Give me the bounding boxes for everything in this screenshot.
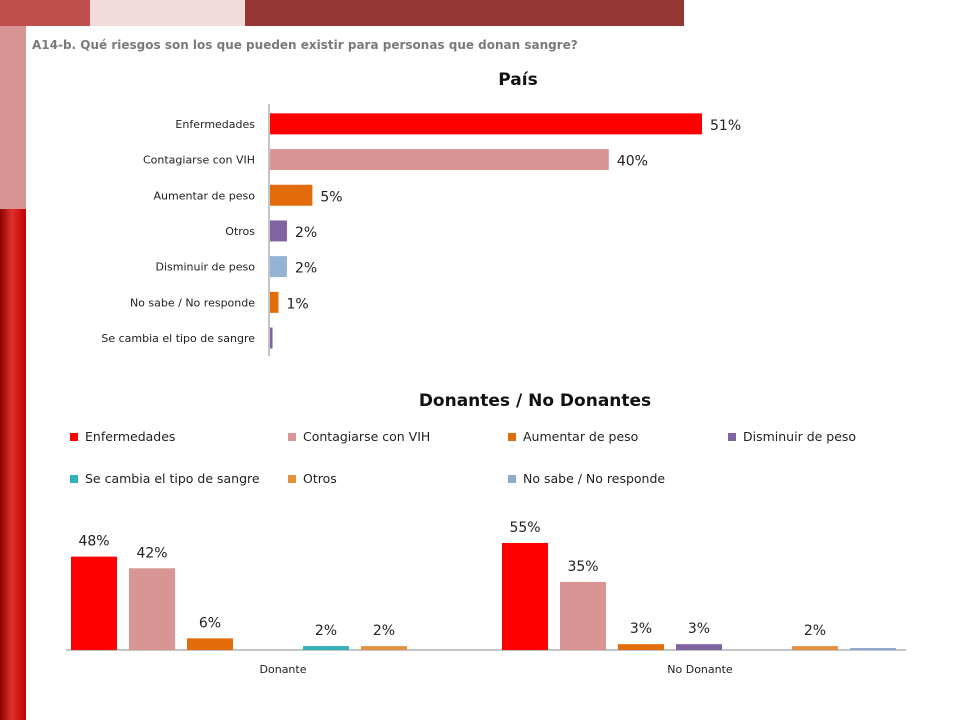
category-label: No sabe / No responde	[130, 296, 255, 309]
bar	[618, 644, 664, 650]
donantes-column-chart: Donantes / No Donantes Enfermedades Conta…	[66, 391, 906, 676]
bar	[792, 646, 838, 650]
data-label: 5%	[320, 189, 342, 205]
legend-label: Enfermedades	[85, 429, 175, 444]
data-label: 2%	[295, 225, 317, 241]
question-text: A14-b. Qué riesgos son los que pueden ex…	[32, 38, 578, 52]
bar	[676, 644, 722, 650]
legend-swatch	[508, 475, 516, 483]
bar	[270, 113, 702, 135]
data-label: 1%	[286, 296, 308, 312]
legend-label: Aumentar de peso	[523, 429, 638, 444]
bar	[270, 256, 287, 278]
bar	[270, 184, 313, 206]
data-label: 2%	[295, 261, 317, 277]
data-label: 55%	[509, 520, 540, 536]
bar	[270, 327, 273, 349]
legend-swatch	[288, 433, 296, 441]
data-label: 40%	[617, 154, 648, 170]
data-label: 51%	[710, 118, 741, 134]
bar	[270, 220, 287, 242]
legend-label: Contagiarse con VIH	[303, 429, 430, 444]
category-label: Donante	[260, 663, 307, 676]
bar	[361, 646, 407, 650]
legend-swatch	[70, 475, 78, 483]
legend-swatch	[508, 433, 516, 441]
bar	[187, 638, 233, 650]
bar	[270, 291, 279, 313]
bar	[129, 568, 175, 650]
data-label: 3%	[630, 621, 652, 637]
data-label: 2%	[315, 623, 337, 639]
chart-title: País	[498, 70, 537, 90]
bar	[71, 556, 117, 650]
bar	[303, 646, 349, 650]
legend-swatch	[728, 433, 736, 441]
data-label: 2%	[373, 623, 395, 639]
bar	[560, 581, 606, 650]
left-strip-pink	[0, 26, 26, 209]
category-label: Disminuir de peso	[155, 261, 255, 274]
left-strip-red	[0, 209, 26, 720]
legend-swatch	[288, 475, 296, 483]
top-band-red-left	[0, 0, 90, 26]
bar	[850, 648, 896, 650]
category-label: Contagiarse con VIH	[143, 154, 255, 167]
pais-bar-chart: País Enfermedades 51% Contagiarse con VIH 4…	[101, 70, 741, 356]
legend-label: Disminuir de peso	[743, 429, 856, 444]
data-label: 6%	[199, 615, 221, 631]
data-label: 42%	[136, 545, 167, 561]
top-band-dark-red	[245, 0, 684, 26]
data-label: 3%	[688, 621, 710, 637]
top-band-pink	[90, 0, 245, 26]
category-label: Otros	[225, 225, 255, 238]
data-label: 48%	[78, 534, 109, 550]
category-label: Aumentar de peso	[154, 189, 256, 202]
category-label: Se cambia el tipo de sangre	[101, 332, 255, 345]
chart-title: Donantes / No Donantes	[419, 391, 651, 411]
category-label: No Donante	[667, 663, 733, 676]
bar	[502, 543, 548, 650]
legend-label: No sabe / No responde	[523, 471, 665, 486]
data-label: 2%	[804, 623, 826, 639]
legend-label: Se cambia el tipo de sangre	[85, 471, 260, 486]
category-label: Enfermedades	[175, 118, 255, 131]
data-label: 35%	[567, 559, 598, 575]
legend-label: Otros	[303, 471, 337, 486]
bar	[270, 149, 609, 171]
legend-swatch	[70, 433, 78, 441]
